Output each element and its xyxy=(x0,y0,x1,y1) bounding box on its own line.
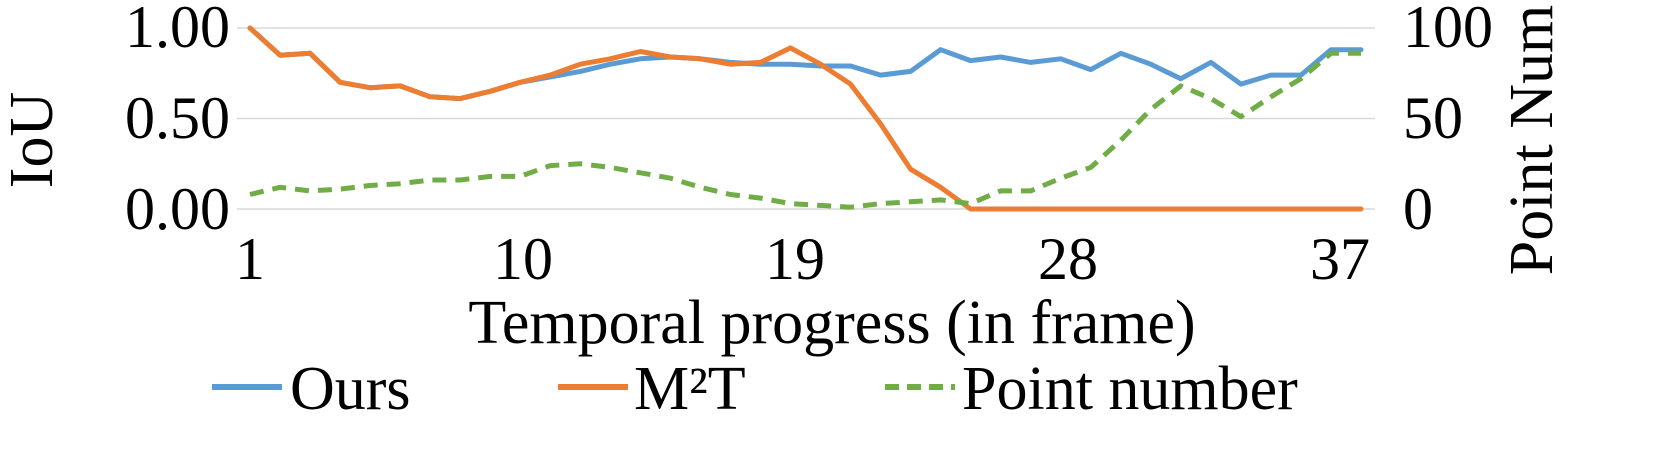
legend-item-point-number: Point number xyxy=(885,355,1298,423)
y-tick-label: 1.00 xyxy=(125,0,230,60)
x-axis-ticks: 1 10 19 28 37 xyxy=(235,226,1370,292)
x-tick-label: 28 xyxy=(1038,226,1098,292)
x-tick-label: 19 xyxy=(765,226,825,292)
legend-label-ours: Ours xyxy=(290,355,411,423)
y2-axis-title: Point Num xyxy=(1498,5,1566,275)
series-line-point-number xyxy=(249,50,1361,210)
legend-label-point-number: Point number xyxy=(962,355,1298,423)
right-axis-ticks: 0 50 100 xyxy=(1403,0,1493,242)
y2-tick-label: 100 xyxy=(1403,0,1493,60)
x-tick-label: 1 xyxy=(235,226,265,292)
series-line-ours xyxy=(247,25,1364,102)
legend-item-ours: Ours xyxy=(212,355,411,423)
left-axis-ticks: 0.00 0.50 1.00 xyxy=(125,0,230,242)
series-line-m-t xyxy=(247,25,1364,212)
series-lines xyxy=(247,25,1364,212)
legend-label-m2t: M²T xyxy=(634,355,746,423)
legend-item-m2t: M²T xyxy=(558,355,746,423)
y2-tick-label: 0 xyxy=(1403,176,1433,242)
y-axis-title: IoU xyxy=(0,92,66,188)
y-tick-label: 0.00 xyxy=(125,176,230,242)
legend: Ours M²T Point number xyxy=(212,355,1298,423)
y-tick-label: 0.50 xyxy=(125,85,230,151)
x-tick-label: 37 xyxy=(1310,226,1370,292)
y2-tick-label: 50 xyxy=(1403,85,1463,151)
x-tick-label: 10 xyxy=(493,226,553,292)
x-axis-title: Temporal progress (in frame) xyxy=(468,289,1195,357)
